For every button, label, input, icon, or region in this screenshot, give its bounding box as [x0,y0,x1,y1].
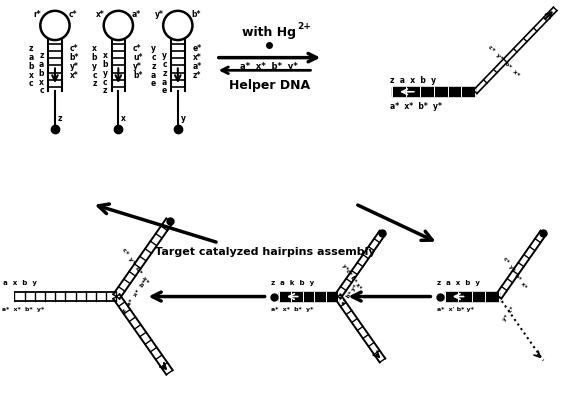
Text: c*  y*  b*  x*: c* y* b* x* [487,45,520,78]
Text: y: y [181,113,186,122]
Text: c*  y*  b*  x*: c* y* b* x* [121,246,149,283]
Text: a*  x*  b*  y*: a* x* b* y* [271,306,314,312]
Text: z: z [40,51,44,60]
Text: e: e [151,79,157,88]
Text: y: y [92,62,97,71]
Text: z*: z* [193,71,201,79]
Text: z  a*  x*  b*  y*: z a* x* b* y* [0,306,44,312]
Text: z: z [163,69,167,77]
Text: c: c [29,79,33,88]
Text: x*: x* [96,10,105,19]
Text: y: y [151,44,157,53]
Text: z  a  x  b  y: z a x b y [390,75,436,84]
Text: c*  y*  b*  x*: c* y* b* x* [502,256,527,289]
Text: x: x [121,113,126,122]
Text: with Hg: with Hg [243,26,297,39]
Text: c*: c* [69,10,77,19]
Text: c: c [152,53,157,62]
Text: c: c [163,60,167,69]
Text: z: z [29,44,33,53]
Text: Target catalyzed hairpins assembly: Target catalyzed hairpins assembly [155,246,376,256]
Text: y*: y* [70,62,78,71]
Text: y: y [162,51,167,60]
Bar [279,292,338,301]
Text: c*: c* [133,44,141,53]
Text: y*: y* [133,62,142,71]
Text: c: c [103,77,108,86]
Text: x: x [29,71,33,79]
Text: a* b* y*: a* b* y* [341,284,359,306]
Bar [445,292,499,301]
Text: c: c [92,71,97,79]
Text: y*  c*: y* c* [502,305,515,321]
Text: r*: r* [34,10,41,19]
Text: x*: x* [70,71,78,79]
Text: a*: a* [193,62,202,71]
Text: u*: u* [133,53,142,62]
Text: x: x [102,51,108,60]
Text: a*  x*  b*  y*: a* x* b* y* [240,62,298,71]
Text: x: x [39,77,44,86]
Text: x: x [92,44,97,53]
Text: e*: e* [193,44,202,53]
Text: z: z [103,86,108,95]
Text: a: a [162,77,167,86]
Text: a*  x' b* y*: a* x' b* y* [437,306,474,312]
Text: z: z [58,113,62,122]
Text: b*: b* [191,10,201,19]
Text: b*: b* [70,53,79,62]
Text: b: b [39,69,44,77]
Text: z  a  x  b  y: z a x b y [0,279,38,285]
Text: b: b [102,60,108,69]
Text: y*c* b* x*: y*c* b* x* [341,263,362,290]
Text: c: c [39,86,44,95]
Text: a*: a* [132,10,141,19]
Text: y*: y* [155,10,164,19]
Text: x*: x* [193,53,201,62]
Text: b*: b* [133,71,142,79]
Text: a: a [28,53,33,62]
Text: a*  x*  b*  y*: a* x* b* y* [390,102,443,111]
Text: z  a*  x*  b*: z a* x* b* [121,278,148,312]
Text: z  a  x  b  y: z a x b y [437,279,480,285]
Bar [392,88,475,97]
Text: a: a [39,60,44,69]
Text: e: e [162,86,167,95]
Text: z  a  k  b  y: z a k b y [271,279,315,285]
Text: a: a [151,71,157,79]
Text: z: z [152,62,157,71]
Text: 2+: 2+ [297,22,311,31]
Text: y: y [102,69,108,77]
Text: b: b [28,62,33,71]
Text: z: z [92,79,97,88]
Text: Helper DNA: Helper DNA [229,79,310,92]
Text: b: b [91,53,97,62]
Text: c*: c* [70,44,78,53]
